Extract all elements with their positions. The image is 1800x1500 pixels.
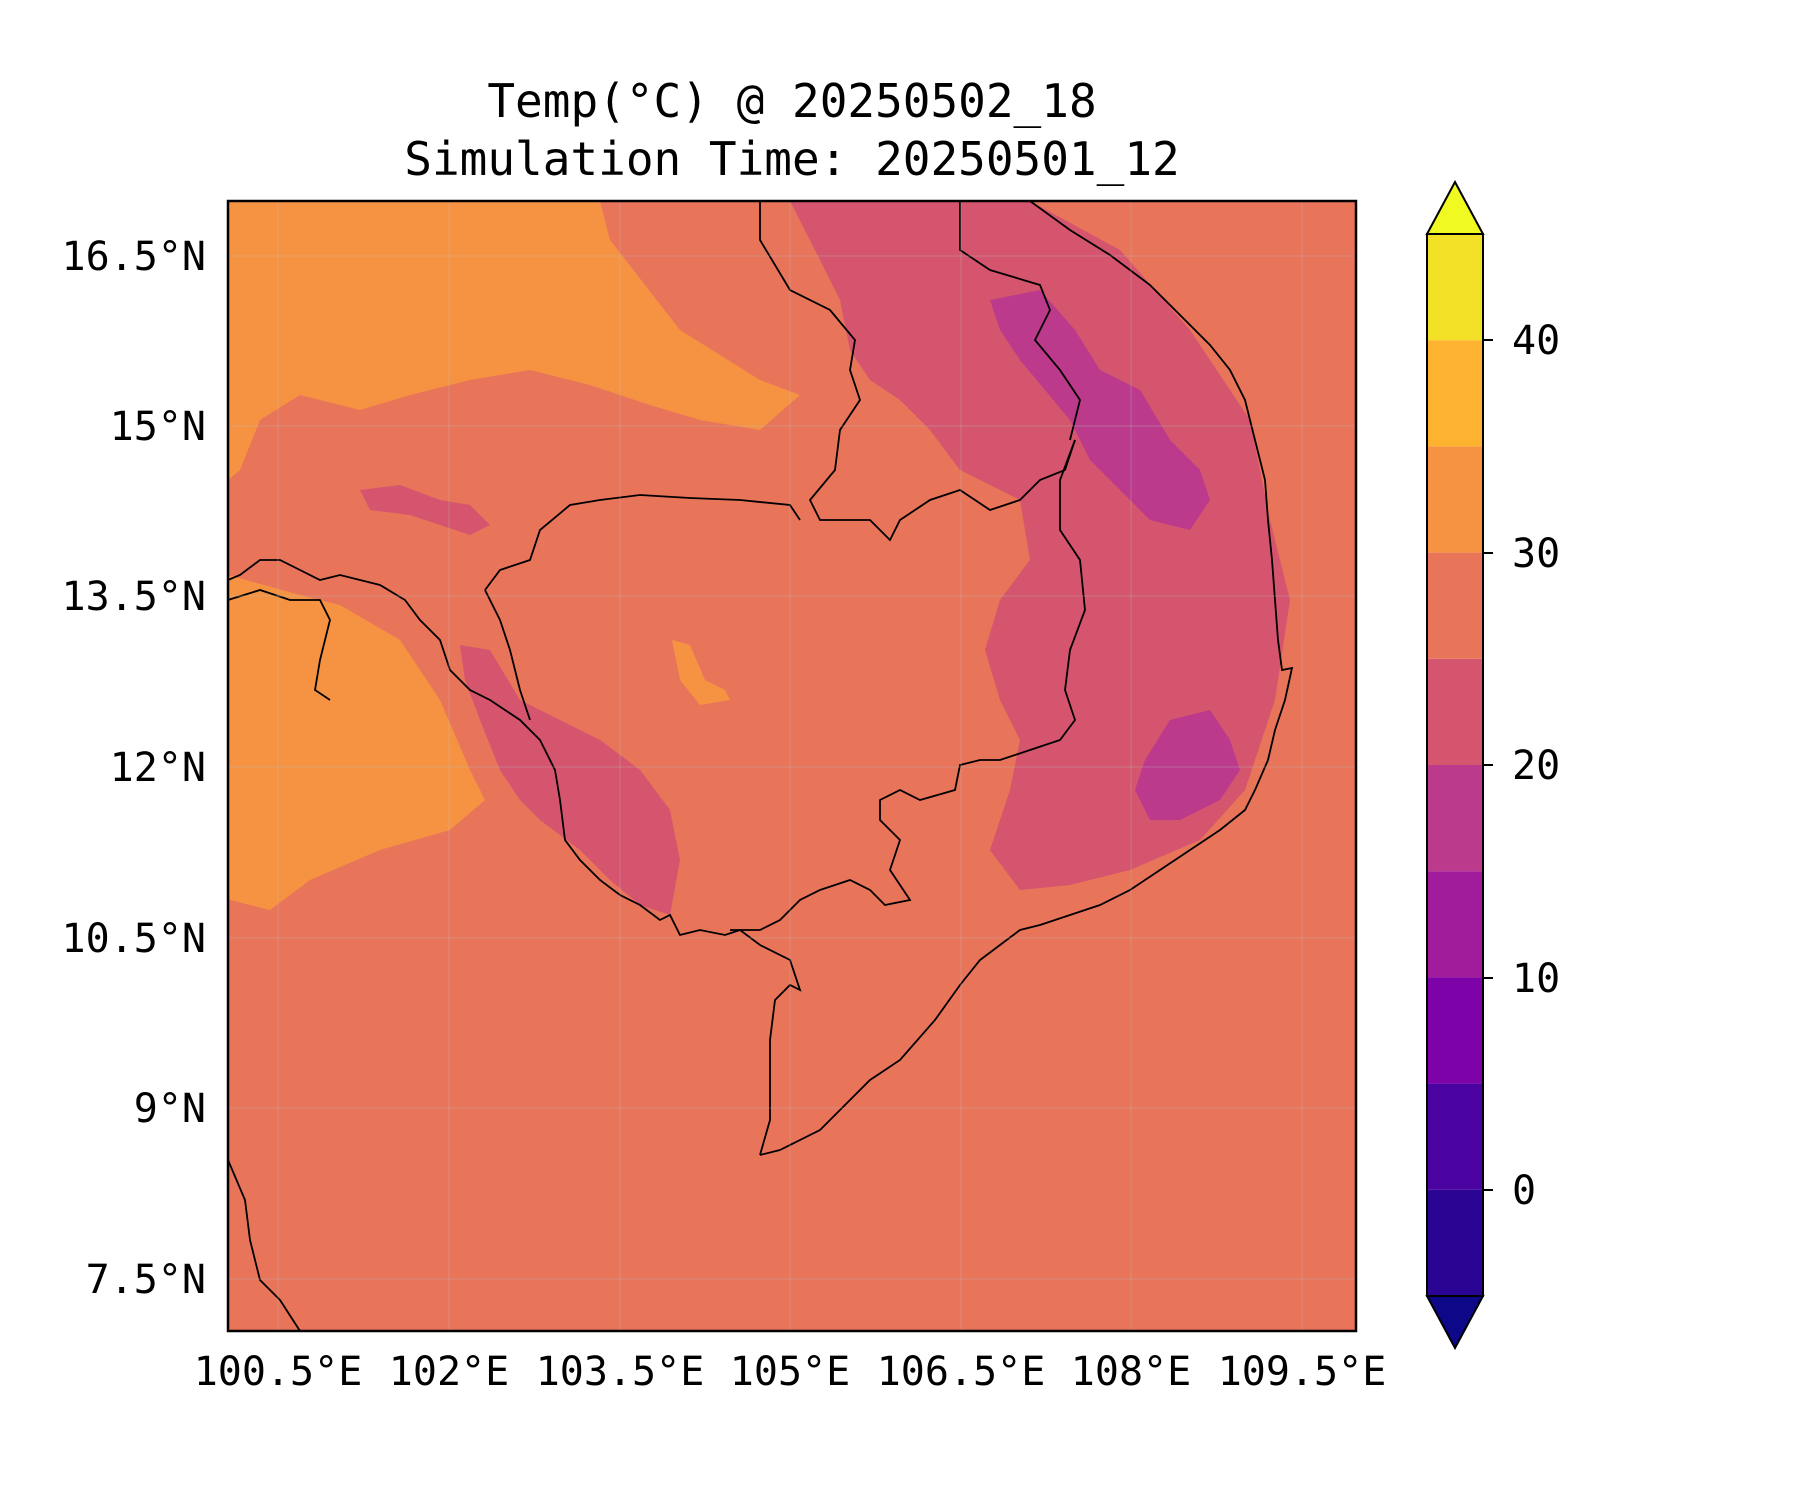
coastlines	[228, 201, 1294, 1331]
colorbar-segment	[1427, 1189, 1483, 1296]
vietnam-coast	[779, 201, 1294, 1151]
cool-band-cardamom	[460, 645, 680, 915]
cambodia-laos-border	[759, 201, 1076, 542]
cool-band-north-thai	[360, 485, 490, 535]
lon-tick-label: 109.5°E	[1218, 1349, 1387, 1395]
lat-tick-label: 13.5°N	[62, 574, 207, 620]
lon-tick-label: 102°E	[389, 1349, 509, 1395]
vietnam-laos-border	[959, 201, 1081, 441]
gulf-coast	[228, 559, 802, 1156]
lat-tick-label: 15°N	[110, 404, 206, 450]
colorbar-tick-label: 30	[1512, 531, 1560, 577]
lat-tick-label: 10.5°N	[62, 916, 207, 962]
colorbar-segment	[1427, 658, 1483, 765]
lat-tick-label: 12°N	[110, 745, 206, 791]
colorbar-segment	[1427, 1083, 1483, 1190]
colorbar-tick-label: 0	[1512, 1168, 1536, 1214]
thailand-border	[228, 589, 331, 701]
lon-tick-label: 103.5°E	[536, 1349, 705, 1395]
cambodia-east-border	[730, 439, 1086, 931]
lon-tick-labels: 100.5°E 102°E 103.5°E 105°E 106.5°E 108°…	[194, 1349, 1387, 1395]
lon-tick-label: 100.5°E	[194, 1349, 363, 1395]
colorbar-segment	[1427, 871, 1483, 978]
colorbar-segment	[1427, 340, 1483, 447]
cold-core-south	[1135, 710, 1240, 820]
colorbar-ticks	[1483, 339, 1493, 1191]
colorbar-segment	[1427, 446, 1483, 553]
warm-zone-north	[228, 201, 800, 480]
cold-core-north	[990, 290, 1210, 530]
lon-tick-label: 108°E	[1071, 1349, 1191, 1395]
colorbar-tick-labels: 40 30 20 10 0	[1512, 318, 1560, 1214]
lat-tick-label: 16.5°N	[62, 234, 207, 280]
cambodia-west-border	[484, 589, 531, 721]
colorbar-segment	[1427, 977, 1483, 1084]
map-frame	[226, 199, 1358, 1333]
map-panel	[228, 201, 1356, 1331]
colorbar-under-extension	[1425, 1295, 1485, 1351]
colorbar: 40 30 20 10 0	[1425, 179, 1560, 1351]
malaysia-coast	[228, 1159, 301, 1331]
gridlines	[228, 201, 1356, 1331]
warm-zone-gulf	[228, 575, 485, 910]
lon-tick-label: 105°E	[730, 1349, 850, 1395]
figure-title-line1: Temp(°C) @ 20250502_18	[487, 74, 1096, 128]
figure-title-line2: Simulation Time: 20250501_12	[404, 132, 1179, 186]
colorbar-tick-label: 10	[1512, 956, 1560, 1002]
cool-band-east	[790, 201, 1290, 890]
mekong-delta-coast	[759, 1149, 781, 1156]
colorbar-over-extension	[1425, 179, 1485, 235]
lat-tick-label: 7.5°N	[86, 1257, 206, 1303]
colorbar-segment	[1427, 765, 1483, 872]
lat-tick-labels: 16.5°N 15°N 13.5°N 12°N 10.5°N 9°N 7.5°N	[62, 234, 207, 1303]
colorbar-tick-label: 20	[1512, 743, 1560, 789]
lon-tick-label: 106.5°E	[877, 1349, 1046, 1395]
colorbar-tick-label: 40	[1512, 318, 1560, 364]
colorbar-segment	[1427, 552, 1483, 659]
warm-zone-small	[672, 640, 730, 705]
cambodia-north-border	[484, 494, 801, 591]
colorbar-segments	[1427, 234, 1483, 1296]
colorbar-segment	[1427, 234, 1483, 341]
lat-tick-label: 9°N	[134, 1086, 206, 1132]
